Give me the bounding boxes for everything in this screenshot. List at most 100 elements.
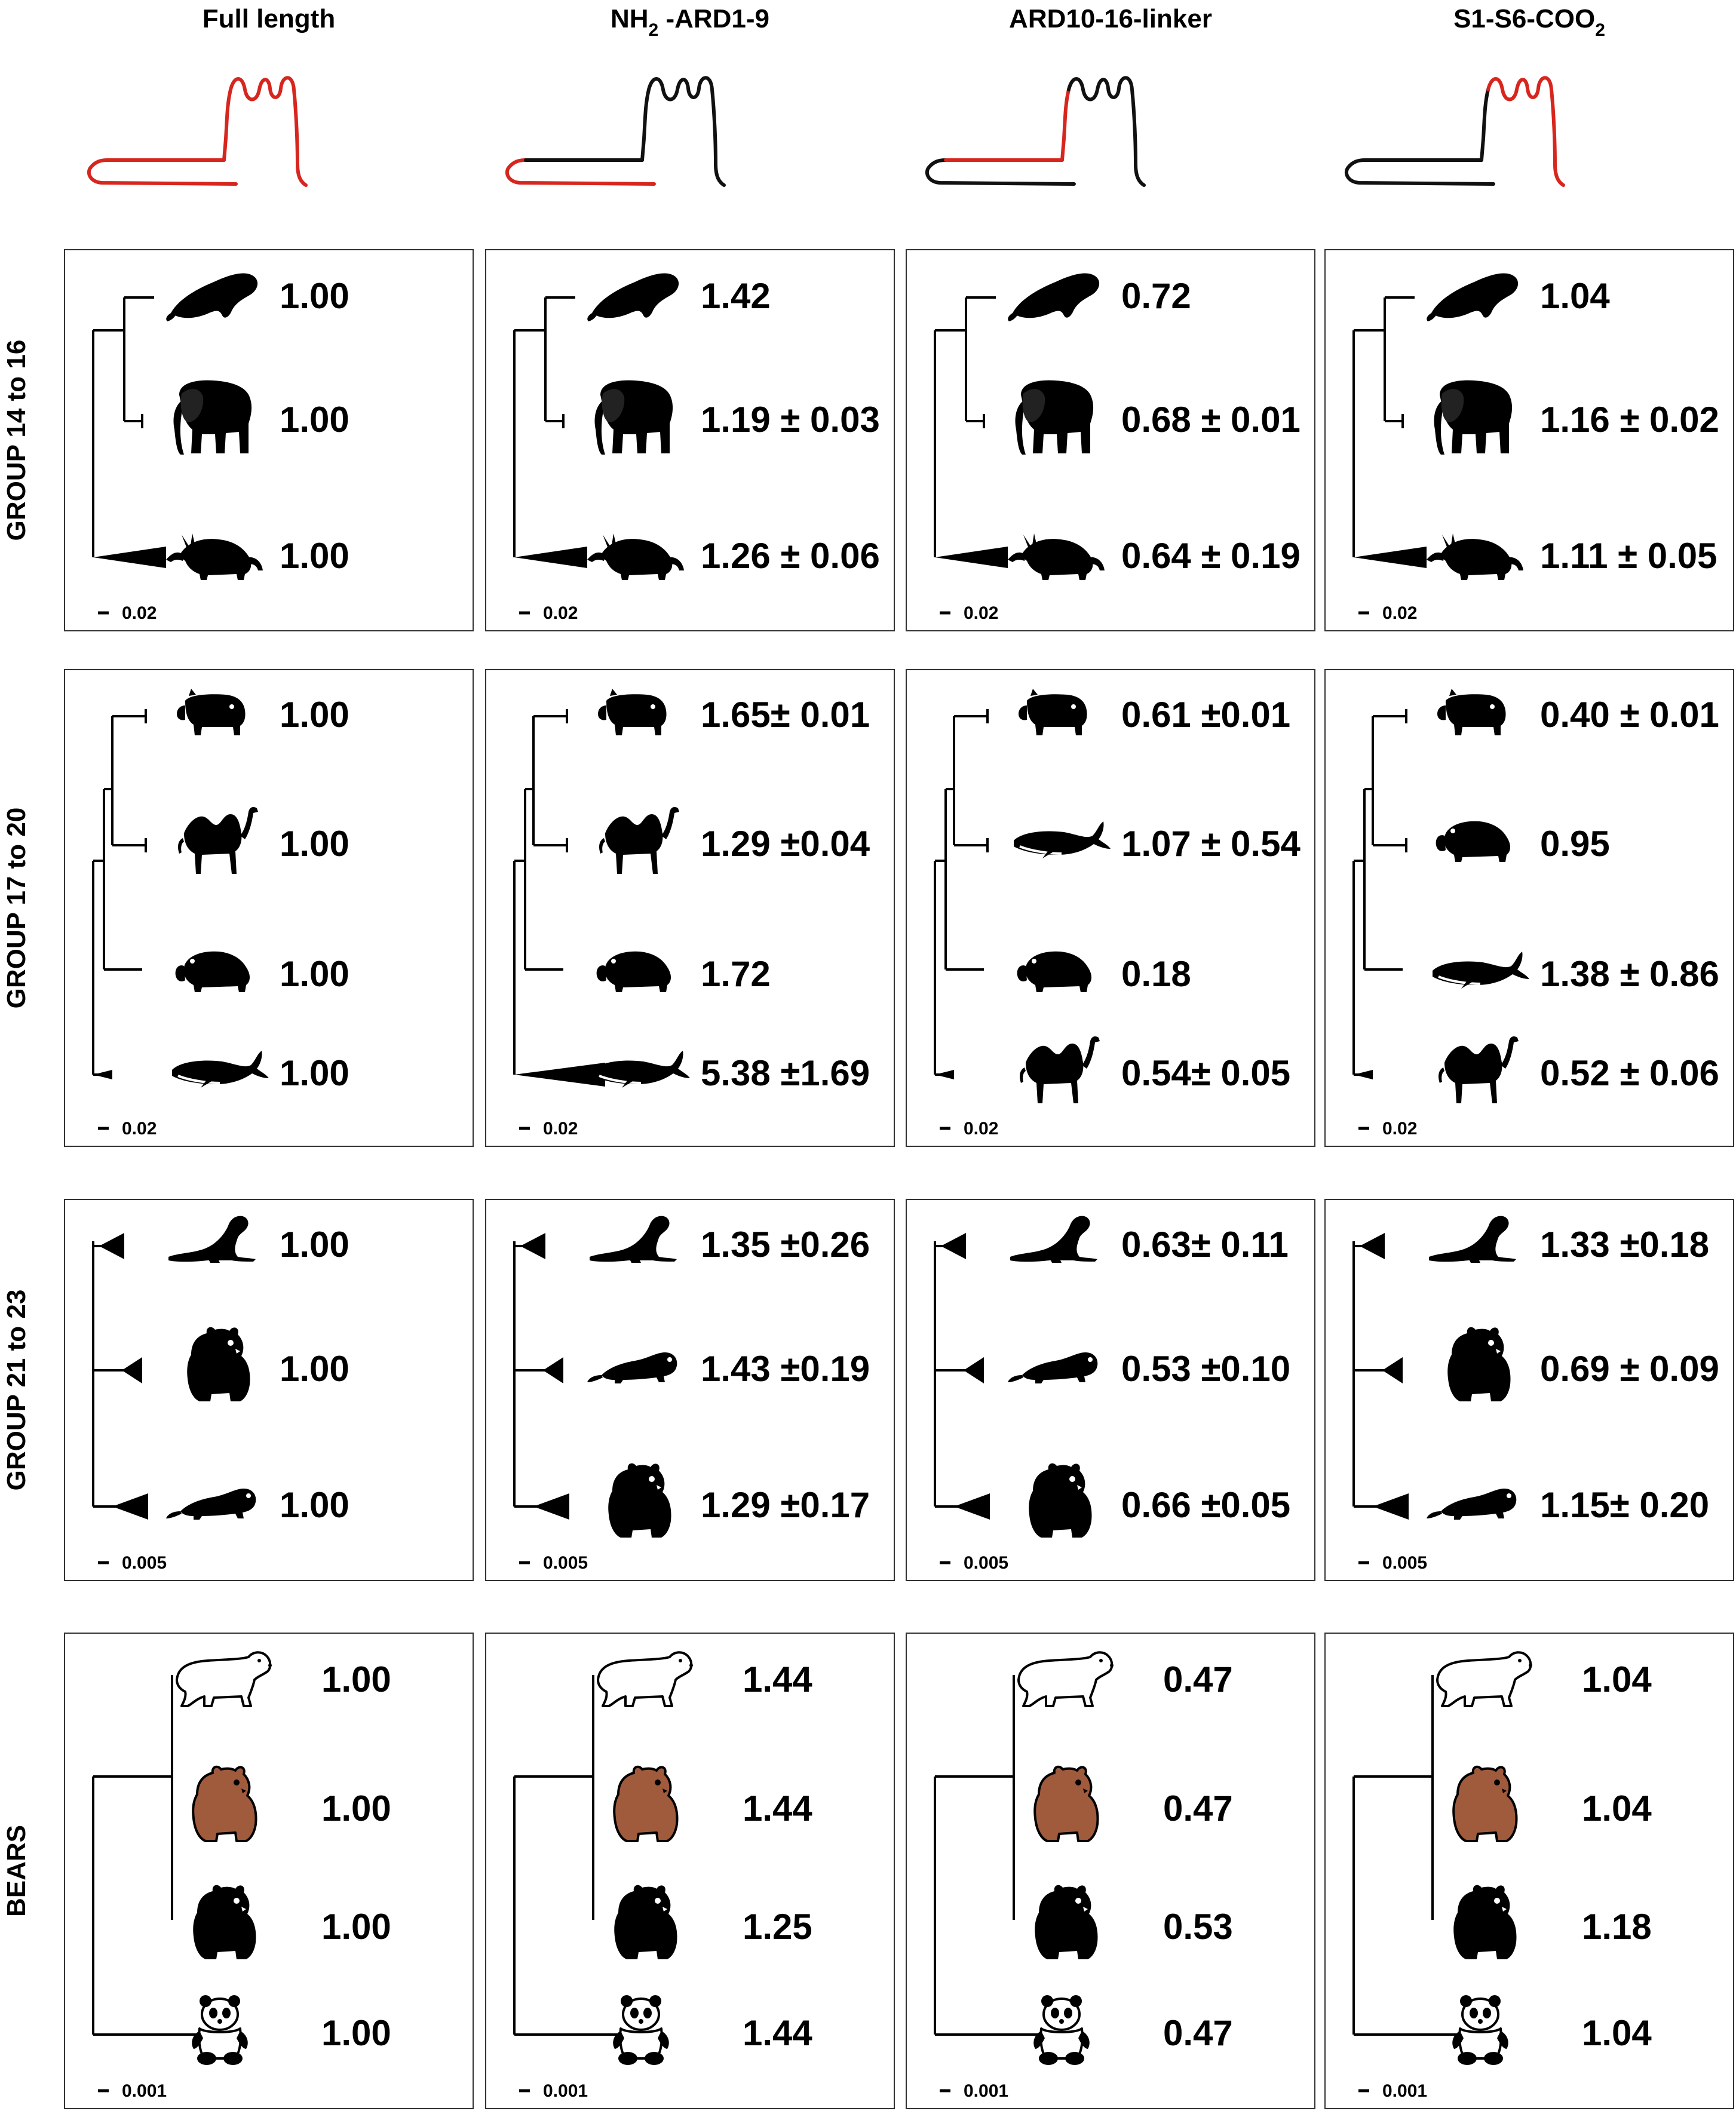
aardvark-icon: [1008, 533, 1105, 580]
scale-bar-label: 0.02: [543, 603, 578, 623]
tree-panel: 1.65± 0.01 1.29 ±0.04 1.72 5.38 ±1.69 0.02: [485, 669, 895, 1147]
scale-bar-label: 0.005: [964, 1553, 1008, 1573]
polar-bear-icon: [597, 1651, 693, 1707]
pig-icon: [598, 689, 667, 735]
relative-rate-value: 0.40 ± 0.01: [1540, 695, 1719, 735]
bear-icon: [187, 1327, 250, 1401]
relative-rate-value: 0.72: [1121, 276, 1191, 316]
tree-panel: 1.42 1.19 ± 0.03 1.26 ± 0.06 0.02: [485, 249, 895, 631]
schematic-transmembrane: [647, 76, 726, 187]
relative-rate-value: 0.63± 0.11: [1121, 1225, 1289, 1265]
panel-frame: [485, 249, 895, 631]
relative-rate-value: 1.43 ±0.19: [701, 1349, 870, 1389]
collapsed-clade: [99, 1233, 124, 1259]
relative-rate-value: 1.00: [280, 695, 349, 735]
brown-bear-icon: [1033, 1765, 1099, 1842]
pig-icon: [1019, 689, 1087, 735]
panel-frame: [906, 669, 1315, 1147]
hippo-icon: [1017, 951, 1091, 992]
tree-panel: 1.44 1.44 1.25 1.44 0.001: [485, 1633, 895, 2109]
pig-icon: [1437, 689, 1506, 735]
collapsed-clade: [122, 1357, 142, 1383]
relative-rate-value: 1.00: [280, 1053, 349, 1093]
schematic-n-terminus: [925, 158, 1076, 186]
relative-rate-value: 1.25: [743, 1907, 812, 1947]
relative-rate-value: 1.04: [1582, 1659, 1652, 1699]
tree-panel: 1.04 1.04 1.18 1.04 0.001: [1324, 1633, 1734, 2109]
relative-rate-value: 1.26 ± 0.06: [701, 536, 880, 576]
relative-rate-value: 1.00: [280, 824, 349, 864]
otter-icon: [1008, 1352, 1098, 1383]
tree-panel: 1.00 1.00 1.00 0.005: [64, 1199, 474, 1581]
sea-cow-icon: [1427, 273, 1519, 321]
collapsed-clade: [935, 547, 1008, 568]
scale-bar-label: 0.02: [964, 603, 998, 623]
schematic-linker-rise: [222, 88, 232, 162]
collapsed-clade: [964, 1357, 984, 1383]
relative-rate-value: 0.53: [1163, 1907, 1233, 1947]
relative-rate-value: 1.44: [743, 1788, 812, 1828]
schematic-transmembrane: [1067, 76, 1146, 187]
otter-icon: [1427, 1489, 1517, 1520]
panel-frame: [485, 669, 895, 1147]
collapsed-clade: [514, 547, 587, 568]
aardvark-icon: [1427, 533, 1523, 580]
brown-bear-icon: [613, 1765, 679, 1842]
collapsed-clade: [1354, 1070, 1373, 1079]
seal-icon: [168, 1216, 256, 1263]
scale-bar-label: 0.005: [122, 1553, 167, 1573]
camel-icon: [1020, 1036, 1100, 1103]
scale-bar-label: 0.02: [1382, 1119, 1417, 1139]
panel-frame: [1324, 1199, 1734, 1581]
relative-rate-value: 1.00: [321, 2013, 391, 2053]
elephant-icon: [1015, 380, 1094, 455]
collapsed-clade: [93, 547, 166, 568]
whale-icon: [1014, 821, 1111, 858]
panel-frame: [906, 1199, 1315, 1581]
bear-icon: [608, 1463, 671, 1538]
relative-rate-value: 1.00: [280, 954, 349, 994]
scale-bar-label: 0.001: [543, 2081, 588, 2101]
relative-rate-value: 1.29 ±0.04: [701, 824, 870, 864]
relative-rate-value: 1.04: [1582, 1788, 1652, 1828]
tree-panel: 1.00 1.00 1.00 0.02: [64, 249, 474, 631]
relative-rate-value: 0.47: [1163, 1788, 1233, 1828]
scale-bar-label: 0.005: [543, 1553, 588, 1573]
panel-frame: [485, 1633, 895, 2109]
aardvark-icon: [587, 533, 684, 580]
scale-bar-label: 0.02: [1382, 603, 1417, 623]
hippo-icon: [1436, 821, 1510, 862]
relative-rate-value: 1.65± 0.01: [701, 695, 870, 735]
schematic-n-terminus: [505, 158, 656, 186]
sea-cow-icon: [587, 273, 679, 321]
collapsed-clade: [112, 1493, 148, 1520]
scale-bar-label: 0.02: [122, 603, 157, 623]
column-title: ARD10-16-linker: [1009, 4, 1212, 33]
seal-icon: [1010, 1216, 1097, 1263]
hippo-icon: [596, 951, 671, 992]
relative-rate-value: 0.47: [1163, 2013, 1233, 2053]
relative-rate-value: 0.47: [1163, 1659, 1233, 1699]
collapsed-clade: [1373, 1493, 1409, 1520]
schematic-n-terminus: [87, 158, 238, 186]
tree-panel: 0.47 0.47 0.53 0.47 0.001: [906, 1633, 1315, 2109]
collapsed-clade: [1354, 547, 1427, 568]
seal-icon: [590, 1216, 677, 1263]
relative-rate-value: 0.66 ±0.05: [1121, 1485, 1290, 1525]
relative-rate-value: 1.00: [280, 400, 349, 440]
whale-icon: [593, 1051, 690, 1088]
relative-rate-value: 1.29 ±0.17: [701, 1485, 870, 1525]
tree-panel: 1.35 ±0.26 1.43 ±0.19 1.29 ±0.17 0.005: [485, 1199, 895, 1581]
column-title: Full length: [203, 4, 335, 33]
relative-rate-value: 1.00: [280, 1485, 349, 1525]
collapsed-clade: [935, 1070, 954, 1079]
protein-schematic: [1344, 76, 1565, 187]
row-labels: GROUP 14 to 16 GROUP 17 to 20 GROUP 21 to …: [2, 340, 31, 1917]
tree-panel: 1.04 1.16 ± 0.02 1.11 ± 0.05 0.02: [1324, 249, 1734, 631]
panel-frame: [906, 1633, 1315, 2109]
relative-rate-value: 0.52 ± 0.06: [1540, 1053, 1719, 1093]
relative-rate-value: 1.19 ± 0.03: [701, 400, 880, 440]
panel-frame: [64, 1633, 474, 2109]
row-label: GROUP 14 to 16: [2, 340, 31, 541]
